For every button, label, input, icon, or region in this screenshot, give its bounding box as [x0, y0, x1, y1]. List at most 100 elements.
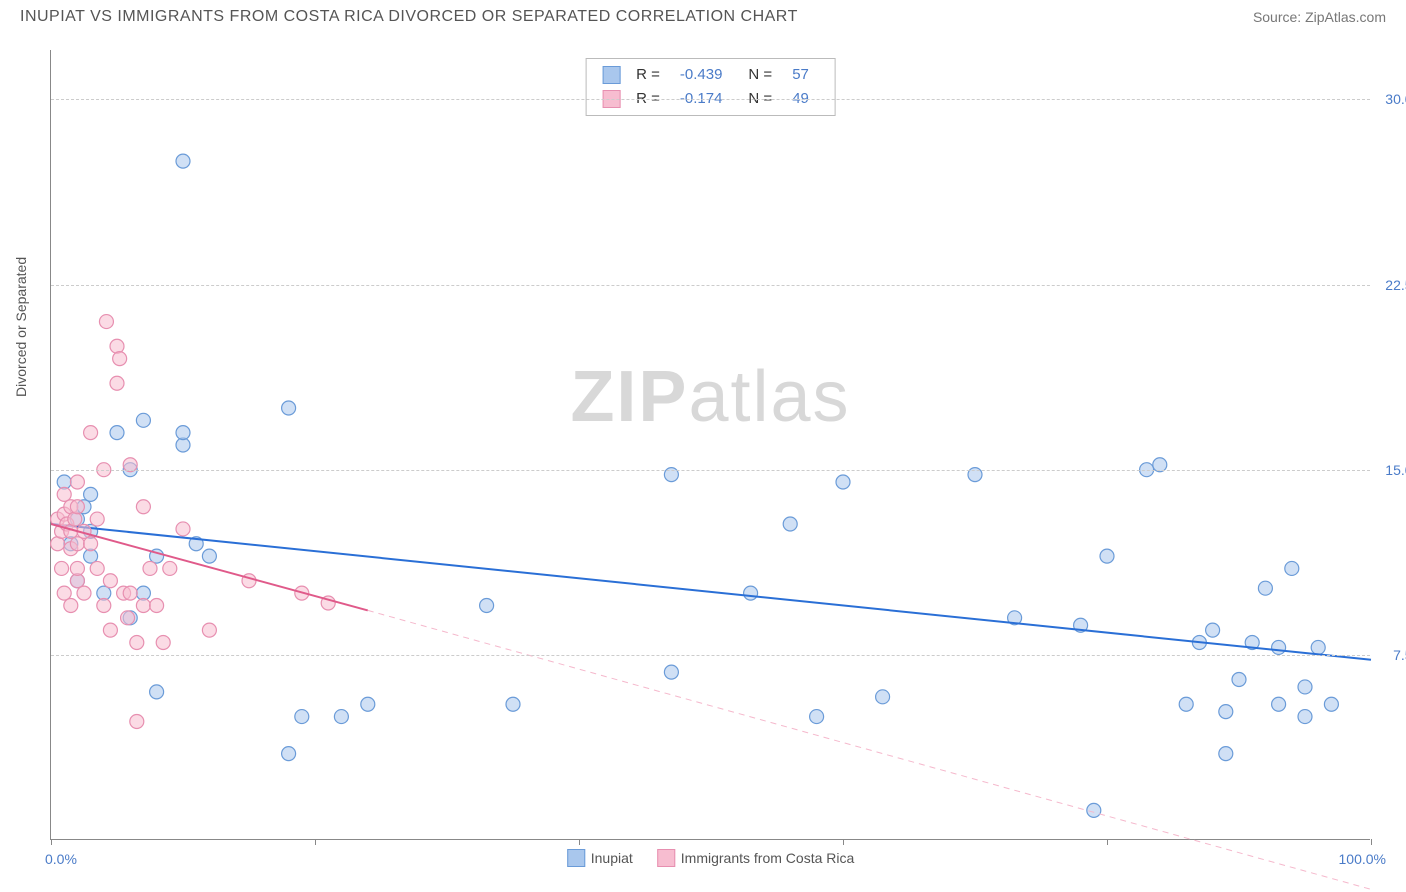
x-tick	[1371, 839, 1372, 845]
data-point	[84, 537, 98, 551]
data-point	[130, 715, 144, 729]
stats-legend: R =-0.439 N =57 R =-0.174 N =49	[585, 58, 836, 116]
data-point	[97, 598, 111, 612]
data-point	[150, 598, 164, 612]
data-point	[70, 537, 84, 551]
data-point	[110, 339, 124, 353]
data-point	[506, 697, 520, 711]
data-point	[70, 475, 84, 489]
y-axis-label: Divorced or Separated	[13, 256, 29, 396]
data-point	[150, 685, 164, 699]
gridline	[51, 285, 1370, 286]
data-point	[1100, 549, 1114, 563]
data-point	[202, 549, 216, 563]
data-point	[84, 487, 98, 501]
scatter-plot	[51, 50, 1370, 839]
data-point	[103, 574, 117, 588]
data-point	[68, 512, 82, 526]
data-point	[1272, 640, 1286, 654]
data-point	[136, 598, 150, 612]
gridline	[51, 470, 1370, 471]
data-point	[70, 500, 84, 514]
series-swatch	[567, 849, 585, 867]
data-point	[664, 665, 678, 679]
data-point	[90, 561, 104, 575]
data-point	[1206, 623, 1220, 637]
data-point	[361, 697, 375, 711]
series-legend: Inupiat Immigrants from Costa Rica	[567, 849, 855, 867]
series-swatch	[602, 66, 620, 84]
data-point	[64, 598, 78, 612]
x-tick	[579, 839, 580, 845]
data-point	[480, 598, 494, 612]
data-point	[136, 413, 150, 427]
x-min-label: 0.0%	[45, 851, 77, 867]
data-point	[334, 710, 348, 724]
data-point	[176, 154, 190, 168]
x-tick	[1107, 839, 1108, 845]
n-value: 57	[792, 63, 809, 87]
y-tick-label: 22.5%	[1385, 277, 1406, 293]
data-point	[110, 426, 124, 440]
data-point	[295, 710, 309, 724]
data-point	[57, 586, 71, 600]
data-point	[810, 710, 824, 724]
data-point	[55, 561, 69, 575]
data-point	[123, 586, 137, 600]
data-point	[143, 561, 157, 575]
data-point	[77, 586, 91, 600]
data-point	[113, 352, 127, 366]
data-point	[103, 623, 117, 637]
data-point	[1298, 710, 1312, 724]
data-point	[99, 315, 113, 329]
n-label: N =	[748, 63, 772, 87]
data-point	[84, 426, 98, 440]
data-point	[1311, 640, 1325, 654]
data-point	[136, 500, 150, 514]
data-point	[163, 561, 177, 575]
data-point	[90, 512, 104, 526]
regression-line	[51, 524, 1371, 660]
data-point	[1219, 705, 1233, 719]
data-point	[70, 561, 84, 575]
data-point	[202, 623, 216, 637]
x-tick	[315, 839, 316, 845]
r-label: R =	[636, 63, 660, 87]
data-point	[176, 426, 190, 440]
chart-title: INUPIAT VS IMMIGRANTS FROM COSTA RICA DI…	[20, 8, 798, 26]
data-point	[282, 747, 296, 761]
chart-area: Divorced or Separated ZIPatlas R =-0.439…	[50, 50, 1370, 840]
data-point	[1179, 697, 1193, 711]
x-tick	[51, 839, 52, 845]
data-point	[783, 517, 797, 531]
data-point	[130, 636, 144, 650]
data-point	[876, 690, 890, 704]
x-max-label: 100.0%	[1339, 851, 1386, 867]
source-label: Source: ZipAtlas.com	[1253, 9, 1386, 25]
y-tick-label: 30.0%	[1385, 91, 1406, 107]
data-point	[57, 487, 71, 501]
data-point	[121, 611, 135, 625]
legend-label: Inupiat	[591, 850, 633, 866]
y-tick-label: 15.0%	[1385, 462, 1406, 478]
y-tick-label: 7.5%	[1393, 647, 1406, 663]
legend-item: Inupiat	[567, 849, 633, 867]
data-point	[744, 586, 758, 600]
data-point	[1298, 680, 1312, 694]
r-value: -0.439	[680, 63, 723, 87]
data-point	[282, 401, 296, 415]
data-point	[156, 636, 170, 650]
legend-item: Immigrants from Costa Rica	[657, 849, 854, 867]
data-point	[1285, 561, 1299, 575]
gridline	[51, 99, 1370, 100]
data-point	[1087, 803, 1101, 817]
gridline	[51, 655, 1370, 656]
data-point	[1258, 581, 1272, 595]
data-point	[1232, 673, 1246, 687]
data-point	[176, 522, 190, 536]
legend-label: Immigrants from Costa Rica	[681, 850, 854, 866]
data-point	[1219, 747, 1233, 761]
data-point	[1272, 697, 1286, 711]
x-tick	[843, 839, 844, 845]
series-swatch	[657, 849, 675, 867]
